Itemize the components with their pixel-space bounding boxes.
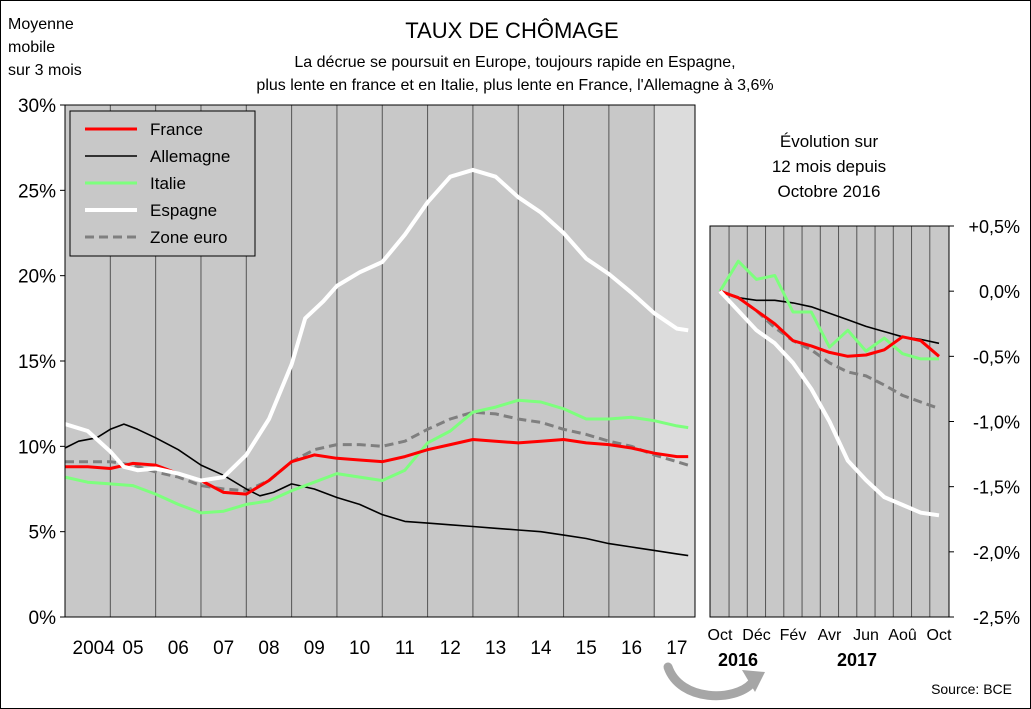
inset-plot: +0,5% 0,0% -0,5% -1,0% -1,5% -2,0% -2,5% Oct Déc… — [708, 217, 1020, 670]
inset-x-tick-label: Fév — [780, 627, 807, 644]
inset-title-line2: 12 mois depuis — [772, 157, 886, 176]
x-tick-label: 08 — [258, 638, 279, 659]
x-tick-label: 15 — [576, 638, 597, 659]
inset-x-tick-label: Déc — [742, 627, 770, 644]
x-tick-label: 13 — [485, 638, 506, 659]
x-tick-label: 14 — [530, 638, 552, 659]
inset-series-line-espagne — [718, 289, 940, 518]
y-tick-label: 0% — [29, 608, 57, 629]
y-tick-label: 30% — [18, 96, 56, 117]
inset-y-tick-label: -2,5% — [973, 608, 1020, 628]
plot-border — [64, 104, 696, 618]
x-tick-label: 09 — [304, 638, 325, 659]
source-note: Source: BCE — [931, 681, 1012, 697]
x-tick-label: 12 — [440, 638, 461, 659]
legend-label: Allemagne — [150, 147, 230, 166]
series-line-italie — [64, 398, 689, 515]
inset-y-tick-label: -1,0% — [973, 413, 1020, 433]
inset-series-line-zone-euro — [719, 289, 940, 410]
corner-label-line3: sur 3 mois — [8, 62, 82, 79]
legend-label: Espagne — [150, 201, 217, 220]
recent-period-shading — [654, 105, 695, 617]
y-tick-label: 15% — [18, 352, 56, 373]
y-tick-label: 10% — [18, 437, 56, 458]
y-tick-label: 25% — [18, 181, 56, 202]
chart-subtitle-line2: plus lente en france et en Italie, plus … — [256, 77, 773, 94]
x-tick-label: 16 — [621, 638, 642, 659]
inset-plot-border — [709, 225, 950, 618]
legend-label: France — [150, 120, 203, 139]
x-tick-label: 2004 — [73, 638, 116, 659]
inset-title-line3: Octobre 2016 — [777, 182, 880, 201]
x-tick-label: 05 — [122, 638, 143, 659]
legend: France Allemagne Italie Espagne Zone euro — [69, 110, 256, 257]
x-tick-label: 10 — [349, 638, 370, 659]
x-tick-label: 11 — [395, 638, 415, 659]
inset-y-tick-label: 0,0% — [979, 282, 1020, 302]
inset-x-tick-label: Jun — [853, 627, 879, 644]
corner-label-line1: Moyenne — [8, 16, 74, 33]
inset-x-tick-label: Aoû — [888, 627, 916, 644]
chart-subtitle-line1: La décrue se poursuit en Europe, toujour… — [294, 54, 735, 71]
x-tick-label: 17 — [666, 638, 687, 659]
inset-y-tick-label: -2,0% — [973, 543, 1020, 563]
legend-label: Italie — [150, 174, 186, 193]
y-tick-label: 5% — [29, 523, 57, 544]
inset-y-tick-label: -1,5% — [973, 478, 1020, 498]
inset-y-tick-label: +0,5% — [968, 217, 1020, 237]
series-line-allemagne — [64, 423, 689, 557]
x-tick-label: 06 — [168, 638, 189, 659]
x-tick-label: 07 — [213, 638, 234, 659]
inset-year-label: 2016 — [718, 650, 758, 670]
inset-series-line-italie — [718, 259, 939, 361]
inset-year-label: 2017 — [837, 650, 877, 670]
legend-label: Zone euro — [150, 228, 228, 247]
series-line-zone-euro — [65, 410, 689, 493]
series-line-espagne — [64, 167, 689, 483]
corner-label-line2: mobile — [8, 39, 55, 56]
inset-x-tick-label: Avr — [818, 627, 842, 644]
inset-title-line1: Évolution sur — [780, 132, 879, 151]
y-tick-label: 20% — [18, 267, 56, 288]
inset-y-tick-label: -0,5% — [973, 347, 1020, 367]
curved-arrow-icon — [663, 662, 765, 701]
inset-series-line-france — [719, 289, 940, 358]
inset-x-tick-label: Oct — [708, 627, 733, 644]
chart-title: TAUX DE CHÔMAGE — [405, 18, 619, 43]
inset-x-tick-label: Oct — [927, 627, 952, 644]
